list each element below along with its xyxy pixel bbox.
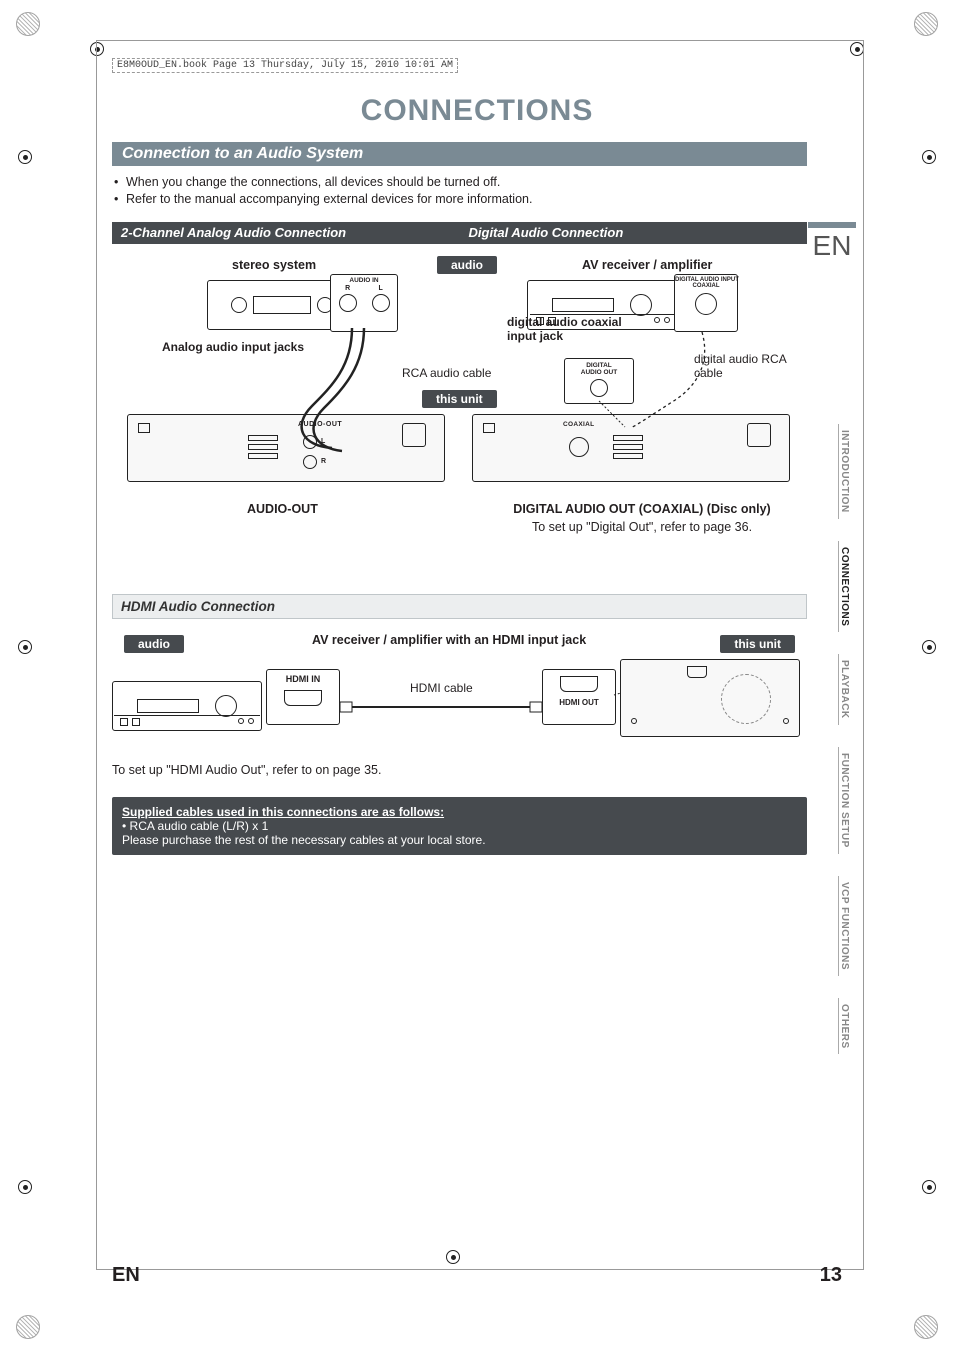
audio-in-label: AUDIO IN [331,277,397,284]
callout-line: • RCA audio cable (L/R) x 1 [122,819,797,833]
connection-diagram: stereo system AUDIO IN R L Analog audio … [112,244,807,554]
connection-headers: 2-Channel Analog Audio Connection Digita… [112,222,807,244]
unit-back-panel-right: COAXIAL [472,414,790,482]
registration-mark [922,1180,936,1194]
digital-audio-out-inset: DIGITAL AUDIO OUT [564,358,634,404]
registration-mark [922,640,936,654]
panel-audio-out-label: AUDIO-OUT [298,421,342,428]
crop-mark [914,1315,938,1339]
audio-chip: audio [437,256,497,274]
hdmi-out-port-icon: HDMI OUT [542,669,616,725]
intro-bullets: When you change the connections, all dev… [114,174,805,208]
side-tab-playback[interactable]: PLAYBACK [838,654,854,725]
audio-out-caption: AUDIO-OUT [247,502,318,516]
side-tab-vcp-functions[interactable]: VCP FUNCTIONS [838,876,854,976]
hdmi-in-port-icon: HDMI IN [266,669,340,725]
footer-page-number: 13 [820,1264,842,1287]
this-unit-chip: this unit [720,635,795,653]
crop-mark [16,12,40,36]
hdmi-header: HDMI Audio Connection [112,594,807,619]
r-label: R [345,285,350,292]
registration-mark [18,150,32,164]
language-tag: EN [808,222,856,262]
registration-mark [922,150,936,164]
registration-mark [18,640,32,654]
side-tabs: INTRODUCTION CONNECTIONS PLAYBACK FUNCTI… [838,424,854,1054]
page-title: CONNECTIONS [0,94,954,128]
bullet-item: Refer to the manual accompanying externa… [114,191,805,208]
stereo-system-label: stereo system [232,258,316,272]
footer-language: EN [112,1264,140,1287]
av-receiver-label: AV receiver / amplifier [582,258,712,272]
registration-mark [18,1180,32,1194]
this-unit-chip: this unit [422,390,497,408]
page-meta-header: E8M0OUD_EN.book Page 13 Thursday, July 1… [112,58,458,73]
digital-out-note: To set up "Digital Out", refer to page 3… [492,520,792,534]
l-label: L [379,285,383,292]
digital-in-port-icon: DIGITAL AUDIO INPUT COAXIAL [674,274,738,332]
coax-jack-label: digital audio coaxial input jack [507,316,647,344]
hdmi-diagram: audio AV receiver / amplifier with an HD… [112,619,807,759]
panel-coaxial-label: COAXIAL [563,421,594,428]
analog-jacks-label: Analog audio input jacks [162,340,304,354]
crop-mark [914,12,938,36]
digital-out-caption: DIGITAL AUDIO OUT (COAXIAL) (Disc only) [492,502,792,516]
digital-rca-label: digital audio RCA cable [694,352,794,381]
side-tab-introduction[interactable]: INTRODUCTION [838,424,854,519]
hdmi-cable-icon [340,697,550,717]
bullet-item: When you change the connections, all dev… [114,174,805,191]
side-tab-connections[interactable]: CONNECTIONS [838,541,854,632]
hdmi-section: HDMI Audio Connection audio AV receiver … [112,594,807,777]
hdmi-cable-label: HDMI cable [410,681,473,695]
audio-in-port-icon: AUDIO IN R L [330,274,398,332]
hdmi-note: To set up "HDMI Audio Out", refer to on … [112,763,807,777]
analog-header: 2-Channel Analog Audio Connection [112,222,460,244]
callout-line: Please purchase the rest of the necessar… [122,833,797,847]
audio-chip: audio [124,635,184,653]
digital-in-label: DIGITAL AUDIO INPUT COAXIAL [675,277,737,290]
hdmi-receiver-label: AV receiver / amplifier with an HDMI inp… [312,633,586,647]
section-heading: Connection to an Audio System [112,142,807,166]
digital-header: Digital Audio Connection [460,222,808,244]
page-content: Connection to an Audio System When you c… [112,142,807,855]
supplied-cables-callout: Supplied cables used in this connections… [112,797,807,855]
rca-cable-label: RCA audio cable [402,366,491,380]
side-tab-function-setup[interactable]: FUNCTION SETUP [838,747,854,854]
side-tab-others[interactable]: OTHERS [838,998,854,1055]
crop-mark [16,1315,40,1339]
unit-back-panel-left: AUDIO-OUT L R [127,414,445,482]
callout-title: Supplied cables used in this connections… [122,805,797,819]
unit-panel-hdmi [620,659,800,737]
